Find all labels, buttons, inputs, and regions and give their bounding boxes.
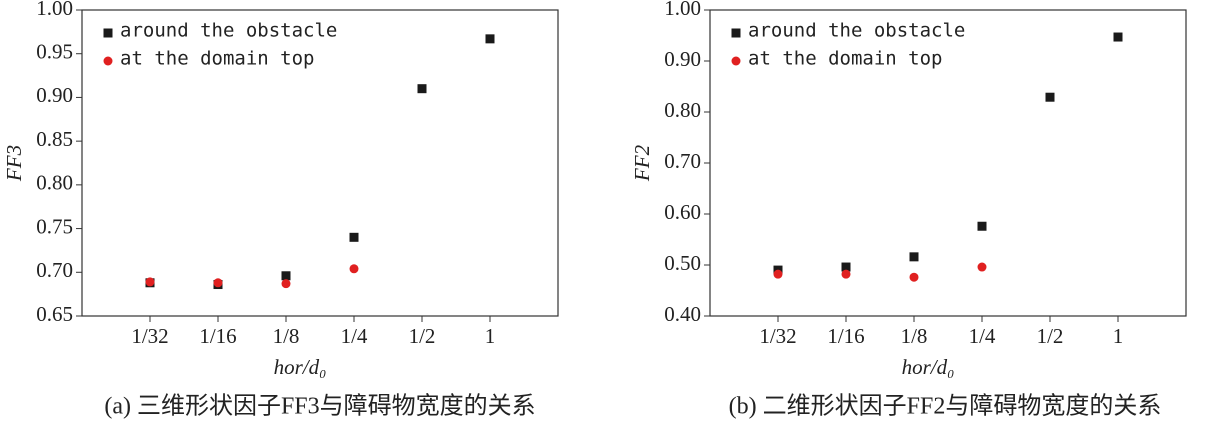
y-tick-label: 0.70 — [36, 258, 73, 282]
legend-marker — [103, 56, 113, 66]
caption: (a) 三维形状因子FF3与障碍物宽度的关系 — [104, 393, 535, 420]
data-point — [417, 84, 427, 94]
x-tick-label: 1/4 — [341, 324, 368, 348]
x-tick-label: 1/4 — [969, 324, 996, 348]
legend-label: around the obstacle — [120, 20, 337, 42]
data-point — [977, 221, 987, 231]
legend-marker — [731, 28, 741, 38]
data-point — [349, 264, 359, 274]
legend-marker — [103, 28, 113, 38]
data-point — [281, 279, 291, 289]
data-point — [841, 262, 851, 272]
x-tick-label: 1 — [485, 324, 496, 348]
legend-label: at the domain top — [120, 48, 314, 70]
legend-marker — [731, 56, 741, 66]
chart-panel: 0.40 0.50 0.60 0.70 0.80 0.90 1.00 1/32 1/16 1/8 1… — [630, 0, 1187, 420]
data-point — [145, 277, 155, 287]
data-point — [773, 269, 783, 279]
x-tick-label: 1/2 — [1037, 324, 1064, 348]
y-tick-label: 0.90 — [36, 83, 73, 107]
data-point — [485, 34, 495, 44]
legend-label: at the domain top — [748, 48, 942, 70]
data-point — [213, 278, 223, 288]
y-tick-label: 0.70 — [664, 149, 701, 173]
y-tick-label: 0.85 — [36, 127, 73, 151]
y-tick-label: 0.65 — [36, 302, 73, 326]
y-tick-label: 0.95 — [36, 40, 73, 64]
x-tick-label: 1/2 — [409, 324, 436, 348]
data-point — [349, 232, 359, 242]
x-tick-label: 1/16 — [827, 324, 864, 348]
data-point — [909, 252, 919, 262]
y-tick-label: 1.00 — [36, 0, 73, 20]
x-tick-label: 1/16 — [199, 324, 236, 348]
plot-frame — [81, 9, 559, 317]
data-point — [977, 262, 987, 272]
y-tick-label: 0.80 — [664, 98, 701, 122]
x-tick-label: 1/32 — [131, 324, 168, 348]
y-tick-label: 0.60 — [664, 200, 701, 224]
x-axis-title: hor/d₀ — [274, 355, 327, 379]
x-tick-label: 1/8 — [901, 324, 928, 348]
y-tick-label: 0.40 — [664, 302, 701, 326]
y-tick-label: 1.00 — [664, 0, 701, 20]
x-tick-label: 1 — [1113, 324, 1124, 348]
chart-panel: 0.65 0.70 0.75 0.80 0.85 0.90 0.95 1.00 1/32 1/16… — [2, 0, 559, 420]
data-point — [1045, 92, 1055, 102]
legend-label: around the obstacle — [748, 20, 965, 42]
data-point — [841, 269, 851, 279]
y-axis-title: FF3 — [2, 145, 26, 182]
x-axis-title: hor/d₀ — [902, 355, 955, 379]
y-tick-label: 0.90 — [664, 47, 701, 71]
y-axis-title: FF2 — [630, 144, 654, 182]
data-point — [281, 271, 291, 281]
y-tick-label: 0.75 — [36, 214, 73, 238]
x-tick-label: 1/32 — [759, 324, 796, 348]
caption: (b) 二维形状因子FF2与障碍物宽度的关系 — [729, 393, 1162, 420]
data-point — [909, 272, 919, 282]
y-tick-label: 0.80 — [36, 171, 73, 195]
x-tick-label: 1/8 — [273, 324, 300, 348]
y-tick-label: 0.50 — [664, 251, 701, 275]
data-point — [1113, 32, 1123, 42]
